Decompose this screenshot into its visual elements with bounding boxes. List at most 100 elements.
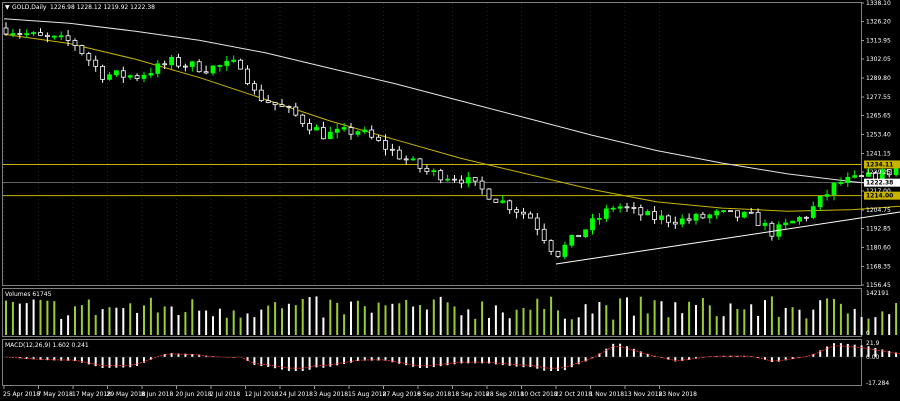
candle-body bbox=[721, 210, 726, 213]
time-tick-label: 28 Sep 2018 bbox=[486, 391, 524, 398]
candle-body bbox=[72, 40, 78, 46]
candle-body bbox=[383, 140, 388, 150]
price-axis[interactable]: 1338.10 1326.20 1313.95 1302.05 1289.80 1277.… bbox=[861, 0, 891, 289]
volume-pane[interactable] bbox=[2, 288, 862, 337]
candle-body bbox=[603, 208, 609, 219]
candle-body bbox=[272, 102, 278, 106]
candle-body bbox=[314, 127, 319, 131]
price-pane[interactable] bbox=[2, 2, 862, 286]
candle-body bbox=[624, 206, 630, 209]
time-tick-label: 25 Apr 2018 bbox=[3, 391, 40, 398]
candle-body bbox=[886, 169, 892, 176]
candle-body bbox=[838, 182, 844, 184]
candles bbox=[3, 22, 899, 260]
candle-body bbox=[652, 211, 657, 220]
candle-body bbox=[120, 70, 126, 78]
candle-body bbox=[189, 61, 195, 67]
macd-axis: 21.9 0.00 -17.284 bbox=[866, 340, 889, 387]
time-tick-label: 2 Jul 2018 bbox=[210, 391, 240, 398]
macd-caption: MACD(12,26,9) 1.602 0.241 bbox=[5, 342, 89, 349]
price-tag-box bbox=[864, 178, 900, 187]
macd-pane[interactable] bbox=[2, 339, 862, 386]
candle-body bbox=[396, 149, 402, 160]
price-tick-label: 1156.45 bbox=[866, 282, 891, 289]
price-tick-label: 1253.40 bbox=[866, 131, 891, 138]
time-tick-label: 18 Sep 2018 bbox=[452, 391, 490, 398]
candle-body bbox=[176, 56, 181, 67]
price-tag-box bbox=[864, 191, 900, 200]
candle-body bbox=[893, 168, 899, 176]
candle-body bbox=[666, 215, 671, 223]
candle-body bbox=[424, 167, 430, 172]
candle-body bbox=[610, 207, 616, 210]
price-tick-label: 1168.35 bbox=[866, 264, 891, 271]
candle-body bbox=[562, 244, 568, 257]
candle-body bbox=[638, 207, 644, 216]
candle-body bbox=[389, 148, 395, 151]
volume-axis: 142191 0 bbox=[866, 290, 889, 337]
price-tick-label: 1338.10 bbox=[866, 0, 891, 7]
candle-body bbox=[679, 218, 685, 225]
ohlc-caption: 1226.98 1228.12 1219.92 1222.38 bbox=[50, 4, 155, 11]
candle-body bbox=[224, 60, 230, 66]
candle-body bbox=[141, 74, 147, 79]
candle-body bbox=[148, 73, 154, 76]
volume-caption: Volumes 61745 bbox=[5, 291, 52, 298]
candle-body bbox=[859, 175, 864, 178]
candle-body bbox=[238, 59, 244, 70]
price-tick-label: 1265.65 bbox=[866, 112, 891, 119]
candle-body bbox=[17, 33, 23, 35]
macd-tick-label: -17.284 bbox=[866, 380, 889, 387]
candle-body bbox=[465, 177, 471, 184]
candle-body bbox=[38, 32, 43, 36]
volume-tick-label: 0 bbox=[866, 330, 870, 337]
candle-body bbox=[645, 211, 651, 216]
candle-body bbox=[348, 127, 354, 135]
candle-body bbox=[617, 206, 623, 209]
candle-body bbox=[217, 65, 223, 67]
time-tick-label: 23 Nov 2018 bbox=[659, 391, 698, 398]
candle-body bbox=[10, 33, 16, 35]
time-tick-label: 15 Aug 2018 bbox=[348, 391, 387, 398]
candle-body bbox=[51, 35, 57, 38]
candle-body bbox=[258, 89, 264, 101]
candle-body bbox=[203, 71, 209, 74]
time-tick-label: 10 Oct 2018 bbox=[521, 391, 558, 398]
candle-body bbox=[507, 200, 513, 211]
horizontal-levels[interactable] bbox=[3, 163, 861, 197]
candle-body bbox=[410, 158, 416, 161]
trendline[interactable] bbox=[555, 174, 900, 265]
candle-body bbox=[804, 216, 809, 219]
candle-body bbox=[783, 222, 789, 226]
candle-body bbox=[452, 178, 457, 181]
candle-body bbox=[293, 106, 299, 116]
candle-body bbox=[790, 220, 795, 224]
candle-body bbox=[493, 198, 499, 203]
candle-body bbox=[700, 213, 706, 219]
symbol-caption-arrow-icon: ▼ bbox=[5, 4, 10, 11]
time-tick-label: 17 May 2018 bbox=[72, 391, 111, 398]
price-tags: 1234.11 1222.38 1214.00 bbox=[864, 160, 900, 200]
candle-body bbox=[486, 188, 492, 200]
ma-fast-line bbox=[3, 33, 900, 212]
candle-body bbox=[169, 56, 175, 66]
candle-body bbox=[3, 27, 9, 35]
candle-body bbox=[555, 250, 561, 257]
candle-body bbox=[65, 35, 71, 41]
candle-body bbox=[403, 158, 409, 161]
time-tick-label: 29 May 2018 bbox=[107, 391, 146, 398]
support-trendline[interactable] bbox=[555, 174, 900, 265]
candle-body bbox=[707, 214, 713, 219]
price-tick-label: 1289.80 bbox=[866, 75, 891, 82]
candle-body bbox=[741, 211, 747, 218]
candle-body bbox=[659, 215, 664, 220]
price-tag-label: 1222.38 bbox=[866, 180, 893, 187]
candle-body bbox=[728, 210, 733, 213]
candle-body bbox=[182, 65, 188, 68]
macd-histogram bbox=[3, 343, 900, 371]
candle-body bbox=[155, 63, 161, 74]
candle-body bbox=[831, 182, 837, 195]
candle-body bbox=[245, 68, 250, 85]
